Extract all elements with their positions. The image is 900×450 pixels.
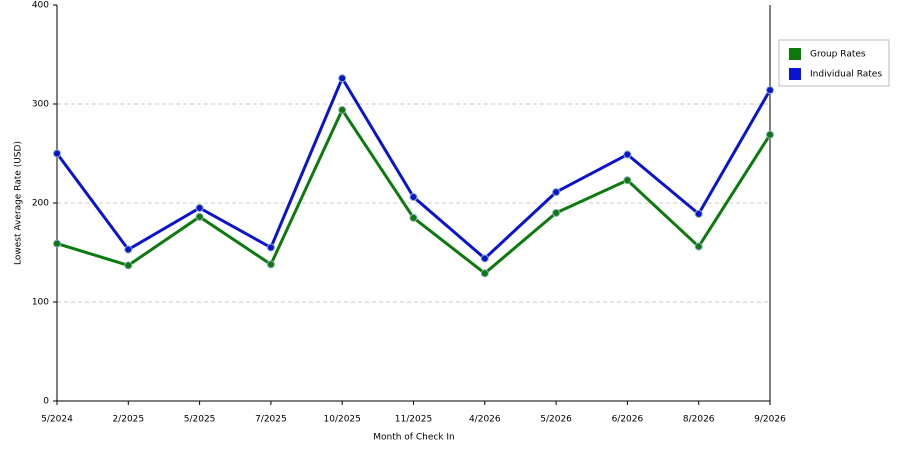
point — [694, 209, 703, 218]
point — [552, 208, 561, 217]
point — [266, 243, 275, 252]
point — [124, 261, 133, 270]
y-axis-title: Lowest Average Rate (USD) — [14, 141, 24, 265]
point — [409, 213, 418, 222]
x-tick-label: 5/2026 — [540, 415, 572, 425]
series-line — [56, 106, 772, 276]
y-tick-label: 200 — [32, 199, 49, 209]
x-tick-label: 11/2025 — [395, 415, 432, 425]
x-tick-label: 9/2026 — [754, 415, 786, 425]
x-tick-label: 5/2024 — [41, 415, 73, 425]
point — [623, 150, 632, 159]
legend-label: Individual Rates — [810, 70, 882, 80]
point — [124, 245, 133, 254]
x-axis-title: Month of Check In — [373, 433, 455, 443]
point — [766, 130, 774, 139]
point — [53, 149, 61, 158]
legend-swatch — [789, 48, 801, 60]
point — [694, 242, 703, 251]
x-tick-label: 6/2026 — [612, 415, 644, 425]
point — [338, 105, 347, 114]
y-tick-label: 300 — [32, 100, 49, 110]
point — [552, 188, 561, 197]
x-tick-label: 4/2026 — [469, 415, 501, 425]
point — [623, 176, 632, 185]
x-tick-label: 7/2025 — [255, 415, 287, 425]
legend-label: Group Rates — [810, 50, 866, 60]
point — [195, 212, 204, 221]
point — [266, 260, 275, 269]
point — [338, 74, 347, 83]
y-tick-label: 400 — [32, 1, 49, 11]
x-tick-label: 2/2025 — [112, 415, 144, 425]
legend-swatch — [789, 68, 801, 80]
x-tick-label: 8/2026 — [683, 415, 715, 425]
y-tick-label: 0 — [43, 397, 49, 407]
point — [195, 203, 204, 212]
series-line — [55, 74, 772, 261]
point — [480, 269, 489, 278]
y-tick-label: 100 — [32, 298, 49, 308]
x-tick-label: 10/2025 — [324, 415, 361, 425]
point — [766, 86, 774, 95]
x-tick-label: 5/2025 — [184, 415, 216, 425]
point — [409, 193, 418, 202]
point — [480, 254, 489, 263]
point — [53, 239, 61, 248]
